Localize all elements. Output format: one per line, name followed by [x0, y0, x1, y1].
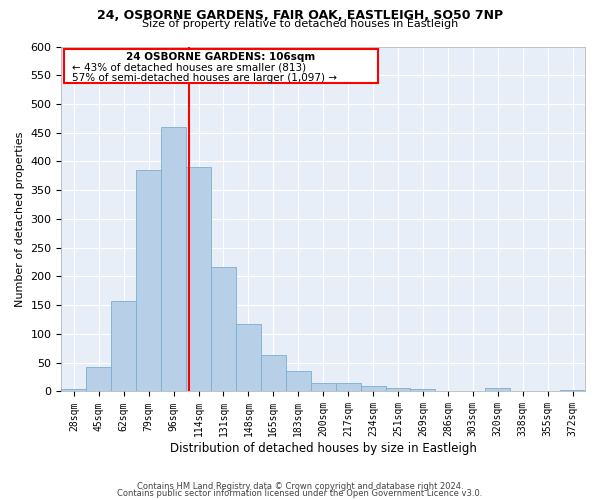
FancyBboxPatch shape: [64, 49, 378, 82]
Bar: [261, 356, 286, 392]
Bar: [410, 388, 436, 392]
Y-axis label: Number of detached properties: Number of detached properties: [15, 132, 25, 306]
Bar: [136, 170, 161, 392]
Bar: [86, 368, 111, 392]
Text: 24 OSBORNE GARDENS: 106sqm: 24 OSBORNE GARDENS: 106sqm: [127, 52, 316, 62]
Text: Contains HM Land Registry data © Crown copyright and database right 2024.: Contains HM Land Registry data © Crown c…: [137, 482, 463, 491]
Bar: [386, 388, 410, 392]
Bar: [211, 268, 236, 392]
Text: 57% of semi-detached houses are larger (1,097) →: 57% of semi-detached houses are larger (…: [72, 73, 337, 83]
Bar: [186, 167, 211, 392]
Bar: [560, 390, 585, 392]
X-axis label: Distribution of detached houses by size in Eastleigh: Distribution of detached houses by size …: [170, 442, 476, 455]
Bar: [485, 388, 510, 392]
Bar: [361, 386, 386, 392]
Bar: [335, 383, 361, 392]
Bar: [61, 388, 86, 392]
Text: 24, OSBORNE GARDENS, FAIR OAK, EASTLEIGH, SO50 7NP: 24, OSBORNE GARDENS, FAIR OAK, EASTLEIGH…: [97, 9, 503, 22]
Bar: [311, 383, 335, 392]
Bar: [111, 300, 136, 392]
Text: Contains public sector information licensed under the Open Government Licence v3: Contains public sector information licen…: [118, 489, 482, 498]
Text: Size of property relative to detached houses in Eastleigh: Size of property relative to detached ho…: [142, 19, 458, 29]
Text: ← 43% of detached houses are smaller (813): ← 43% of detached houses are smaller (81…: [72, 62, 306, 72]
Bar: [286, 372, 311, 392]
Bar: [161, 127, 186, 392]
Bar: [236, 324, 261, 392]
